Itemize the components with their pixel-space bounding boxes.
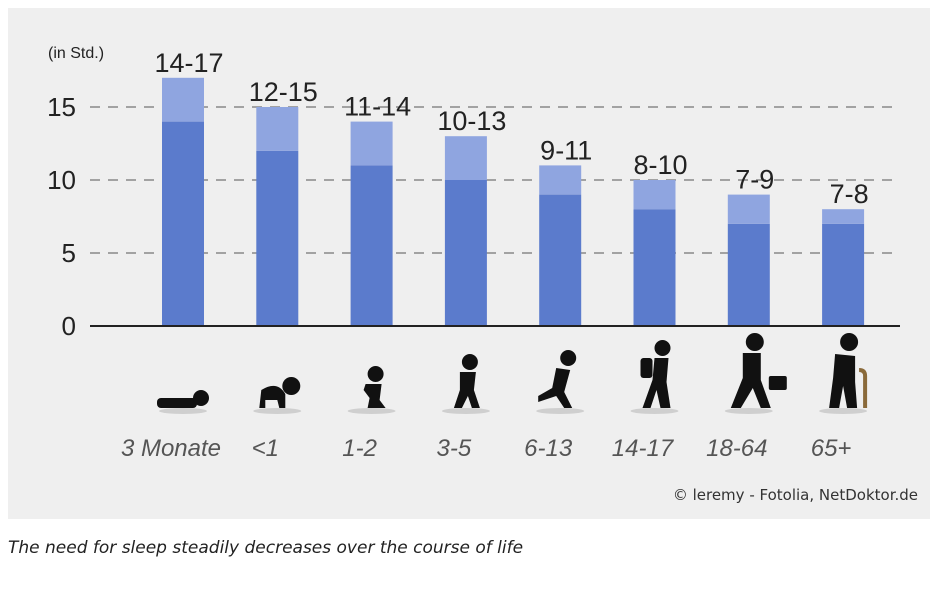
y-tick-label-10: 10 bbox=[47, 165, 76, 195]
bar-base-1 bbox=[256, 150, 299, 326]
bar-value-label-4: 9-11 bbox=[540, 135, 592, 165]
bar-range-7 bbox=[822, 209, 865, 224]
running-child-icon bbox=[536, 350, 585, 414]
lying-baby-icon bbox=[157, 390, 209, 414]
bar-range-1 bbox=[256, 107, 299, 151]
y-tick-label-5: 5 bbox=[62, 238, 76, 268]
sitting-toddler-icon bbox=[347, 366, 396, 414]
bar-range-0 bbox=[162, 77, 204, 122]
category-label-0: 3 Monate bbox=[121, 435, 221, 462]
category-label-4: 6-13 bbox=[524, 435, 573, 462]
bar-range-6 bbox=[727, 194, 770, 224]
bar-range-2 bbox=[350, 121, 393, 166]
bar-base-0 bbox=[162, 121, 204, 326]
category-label-6: 18-64 bbox=[706, 435, 767, 462]
bar-base-4 bbox=[539, 194, 582, 326]
bar-base-7 bbox=[822, 223, 865, 326]
bar-value-label-7: 7-8 bbox=[830, 179, 869, 209]
category-label-2: 1-2 bbox=[342, 435, 377, 462]
bar-base-2 bbox=[350, 165, 393, 326]
crawling-baby-icon bbox=[253, 377, 302, 414]
bar-base-5 bbox=[633, 209, 676, 326]
bar-range-3 bbox=[444, 136, 487, 180]
senior-with-cane-icon bbox=[819, 333, 868, 414]
bar-range-4 bbox=[539, 165, 582, 195]
bar-value-label-5: 8-10 bbox=[633, 150, 687, 180]
bar-value-label-0: 14-17 bbox=[154, 48, 223, 78]
chart-panel: (in Std.) 0 5 10 15 14-17 12-15 11-14 10-13 9-11 8… bbox=[8, 8, 930, 519]
figure-caption: The need for sleep steadily decreases ov… bbox=[8, 538, 524, 558]
walking-child-icon bbox=[441, 354, 490, 414]
adult-with-briefcase-icon bbox=[724, 333, 787, 414]
teen-with-backpack-icon bbox=[630, 340, 679, 414]
category-label-3: 3-5 bbox=[437, 435, 472, 462]
image-credit: © leremy - Fotolia, NetDoktor.de bbox=[672, 486, 918, 504]
bar-value-label-6: 7-9 bbox=[735, 165, 774, 195]
category-label-1: <1 bbox=[252, 435, 279, 462]
category-label-7: 65+ bbox=[811, 435, 852, 462]
sleep-chart: (in Std.) 0 5 10 15 14-17 12-15 11-14 10-13 9-11 8… bbox=[47, 45, 900, 462]
y-axis-label: (in Std.) bbox=[48, 45, 104, 62]
bar-value-label-2: 11-14 bbox=[344, 92, 411, 122]
bar-value-label-1: 12-15 bbox=[249, 77, 318, 107]
bar-base-6 bbox=[727, 223, 770, 326]
y-tick-label-0: 0 bbox=[62, 311, 76, 341]
bar-base-3 bbox=[444, 180, 487, 326]
bar-value-label-3: 10-13 bbox=[437, 106, 506, 136]
category-label-5: 14-17 bbox=[612, 435, 675, 462]
bar-range-5 bbox=[633, 180, 676, 210]
y-tick-label-15: 15 bbox=[47, 92, 76, 122]
